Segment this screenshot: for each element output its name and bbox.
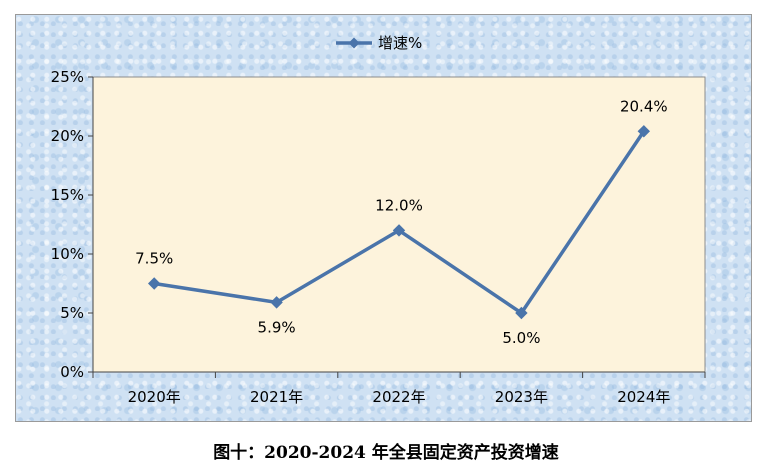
data-label: 7.5% bbox=[135, 250, 173, 268]
data-point-marker bbox=[147, 277, 161, 290]
x-tick-label: 2021年 bbox=[250, 388, 303, 406]
data-point-marker bbox=[270, 296, 283, 309]
data-point-marker bbox=[392, 224, 406, 237]
axes: 0% 5% 10% 15% 20% 25% 2020年 2021年 2022年 2023年 2024… bbox=[51, 68, 706, 406]
x-tick-label: 2024年 bbox=[617, 388, 670, 406]
data-label: 20.4% bbox=[620, 97, 668, 115]
data-point-marker bbox=[515, 306, 528, 320]
line-chart: 增速% 0% 5% 10% 15% 20% 25% 2020年 2021年 2022年 2023年… bbox=[51, 34, 706, 406]
y-tick-label: 25% bbox=[51, 68, 84, 86]
x-tick-label: 2020年 bbox=[128, 388, 181, 406]
data-label: 12.0% bbox=[375, 196, 423, 214]
x-tick-label: 2022年 bbox=[372, 388, 425, 406]
y-tick-label: 5% bbox=[60, 304, 84, 322]
figure-caption: 图十：2020-2024 年全县固定资产投资增速 bbox=[213, 443, 559, 463]
legend: 增速% bbox=[336, 34, 422, 52]
y-tick-label: 10% bbox=[51, 245, 84, 263]
y-tick-label: 15% bbox=[51, 186, 84, 204]
x-tick-label: 2023年 bbox=[495, 388, 548, 406]
data-point-marker bbox=[637, 125, 651, 138]
y-tick-label: 20% bbox=[51, 127, 84, 145]
y-tick-label: 0% bbox=[60, 363, 84, 381]
data-label: 5.9% bbox=[258, 318, 296, 336]
series-group: 7.5% 5.9% 12.0% 5.0% 20.4% bbox=[135, 97, 667, 347]
legend-label: 增速% bbox=[378, 34, 422, 52]
legend-marker-swatch bbox=[348, 37, 360, 49]
data-label: 5.0% bbox=[502, 329, 540, 347]
